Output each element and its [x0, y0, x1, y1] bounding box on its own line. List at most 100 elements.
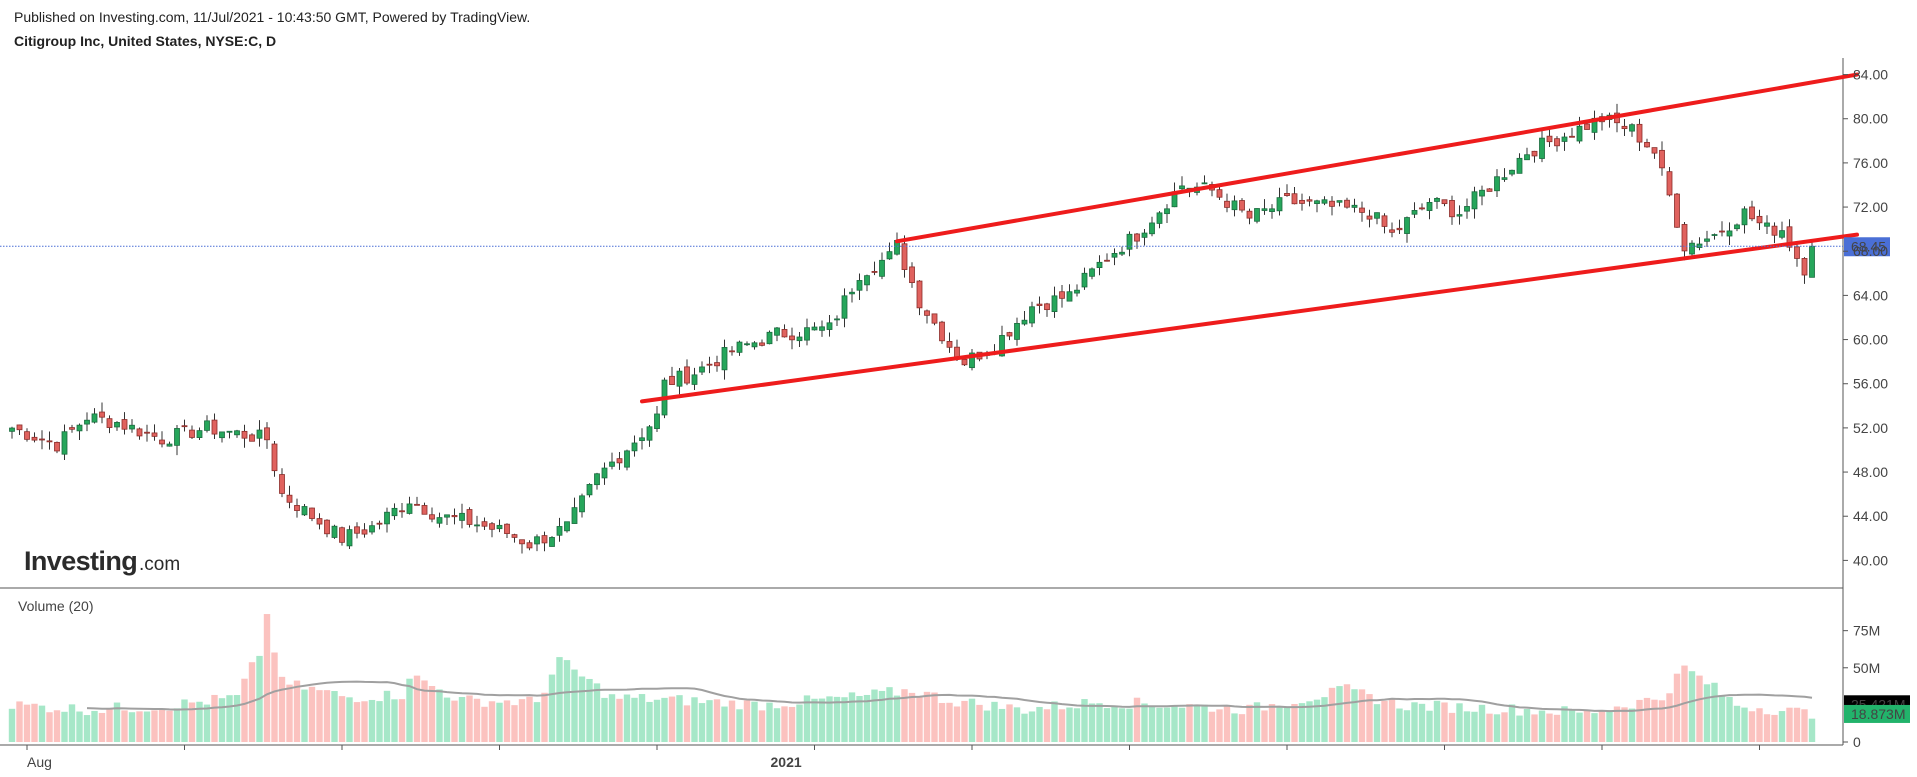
volume-bar: [496, 702, 503, 742]
candle: [331, 524, 338, 539]
volume-bar: [1538, 710, 1546, 742]
candle-body: [1741, 208, 1748, 226]
candle-body: [841, 295, 848, 319]
volume-bar: [46, 712, 53, 742]
volume-bar: [586, 678, 593, 742]
candle-body: [1809, 245, 1815, 278]
volume-bar: [421, 680, 428, 742]
candle-body: [541, 535, 548, 544]
volume-bar: [1283, 707, 1291, 742]
candle-body: [459, 512, 465, 521]
candle: [1726, 222, 1733, 246]
candle: [1104, 253, 1110, 262]
candle: [1089, 267, 1095, 280]
candle-body: [871, 271, 878, 273]
candle: [871, 261, 878, 276]
candle-body: [1029, 306, 1035, 324]
chart-frame: [0, 58, 1844, 746]
volume-bar: [1246, 704, 1253, 742]
candle-body: [369, 525, 375, 533]
candle-body: [174, 428, 180, 446]
candle-body: [204, 420, 210, 431]
candle-body: [1734, 224, 1740, 230]
last-price-label: 68.45: [1851, 238, 1886, 254]
candle: [534, 534, 540, 552]
volume-bar: [1756, 708, 1763, 742]
volume-bar: [1081, 699, 1088, 742]
volume-bar: [1651, 699, 1658, 742]
candle: [1321, 196, 1328, 206]
volume-bar: [668, 696, 676, 742]
candle: [1434, 197, 1440, 209]
price-tick-label: 84.00: [1853, 67, 1888, 83]
candle: [1629, 123, 1635, 137]
volume-bar: [1328, 687, 1336, 742]
candle-body: [121, 419, 128, 430]
volume-bar: [1366, 694, 1373, 742]
candle: [654, 406, 660, 432]
candle-body: [1224, 200, 1230, 208]
candle-body: [234, 430, 240, 436]
volume-bar: [1133, 697, 1141, 742]
candle: [84, 412, 90, 432]
volume-bar: [1478, 704, 1486, 742]
volume-bar: [736, 709, 743, 742]
candle: [241, 424, 248, 448]
candle: [421, 502, 428, 515]
candle: [76, 423, 83, 441]
candle: [526, 540, 533, 551]
candle-body: [549, 537, 555, 547]
lower-channel-trendline: [640, 232, 1859, 404]
candle: [1441, 199, 1448, 207]
volume-bar: [1411, 702, 1418, 742]
candle-body: [1756, 215, 1763, 224]
time-tick-label: 2021: [771, 754, 802, 770]
candle-body: [301, 506, 308, 516]
candle: [1464, 198, 1470, 219]
volume-bar: [1606, 710, 1613, 742]
volume-bar: [488, 701, 496, 742]
candle: [436, 512, 443, 528]
price-tick-label: 64.00: [1853, 287, 1888, 303]
volume-bar: [1261, 710, 1268, 742]
candle: [759, 339, 765, 347]
candle: [31, 432, 38, 443]
price-tick-label: 48.00: [1853, 464, 1888, 480]
candle: [106, 415, 113, 434]
volume-bar: [1373, 704, 1381, 742]
volume-bar: [158, 708, 166, 742]
candle-body: [654, 413, 660, 429]
candle-body: [1516, 157, 1523, 174]
candle: [211, 413, 218, 439]
candle: [1111, 248, 1118, 266]
volume-bar: [203, 704, 211, 742]
candle: [1374, 212, 1380, 225]
candle: [294, 498, 300, 518]
candle: [1711, 233, 1718, 240]
candle: [144, 424, 150, 442]
candle: [631, 435, 638, 457]
volume-tick-label: 0: [1853, 734, 1861, 750]
volume-bar: [481, 706, 488, 742]
volume-bar: [931, 692, 938, 742]
volume-bar: [998, 708, 1006, 742]
candle: [1531, 150, 1538, 163]
candle-body: [211, 419, 218, 435]
candle: [1359, 201, 1365, 222]
candle-body: [1441, 199, 1448, 205]
candle-body: [181, 425, 188, 428]
candle: [646, 425, 653, 447]
volume-bar: [766, 702, 773, 742]
candle: [61, 424, 68, 461]
volume-bar: [173, 708, 181, 742]
volume-bar: [1013, 707, 1021, 742]
candle-body: [811, 326, 818, 331]
volume-bar: [128, 712, 136, 742]
volume-bar: [428, 686, 436, 742]
volume-bar: [961, 700, 968, 742]
candle-body: [1434, 197, 1440, 202]
candle: [399, 503, 405, 518]
volume-bar: [571, 669, 578, 742]
candle-body: [466, 509, 473, 525]
candle-body: [1351, 204, 1358, 208]
